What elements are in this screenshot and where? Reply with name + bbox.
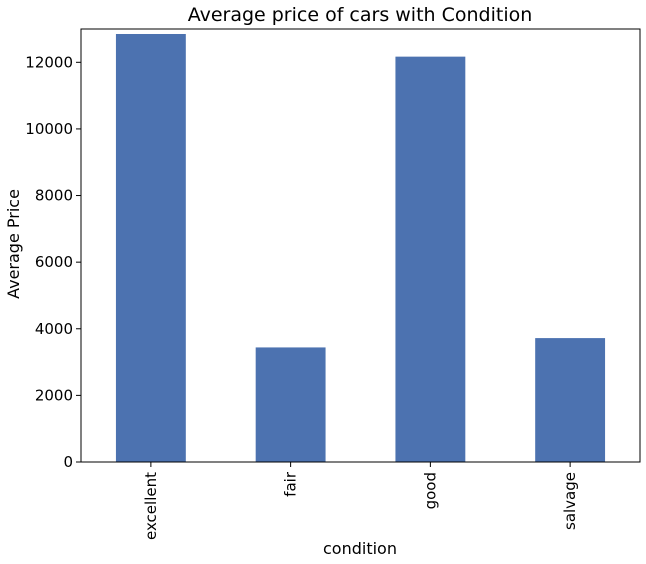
bar-fair	[255, 347, 326, 462]
bar-excellent	[115, 33, 186, 462]
y-tick-label: 6000	[35, 253, 73, 271]
y-tick-label: 12000	[25, 53, 73, 71]
x-tick-label: good	[421, 472, 439, 509]
x-axis-label: condition	[323, 539, 397, 558]
x-tick-label: salvage	[561, 472, 579, 530]
y-tick-label: 10000	[25, 120, 73, 138]
bar-salvage	[535, 338, 606, 462]
x-tick-label: excellent	[142, 472, 160, 540]
bar-good	[395, 56, 466, 462]
y-axis-label: Average Price	[4, 189, 23, 299]
x-tick-label: fair	[282, 471, 300, 497]
y-tick-label: 8000	[35, 187, 73, 205]
y-tick-label: 0	[63, 453, 73, 471]
chart-title: Average price of cars with Condition	[188, 4, 533, 26]
y-tick-label: 2000	[35, 386, 73, 404]
axes-frame	[80, 28, 641, 463]
plot-area: excellent fair good salvage 0 2000 4000 6000 800…	[25, 28, 641, 540]
y-tick-label: 4000	[35, 320, 73, 338]
